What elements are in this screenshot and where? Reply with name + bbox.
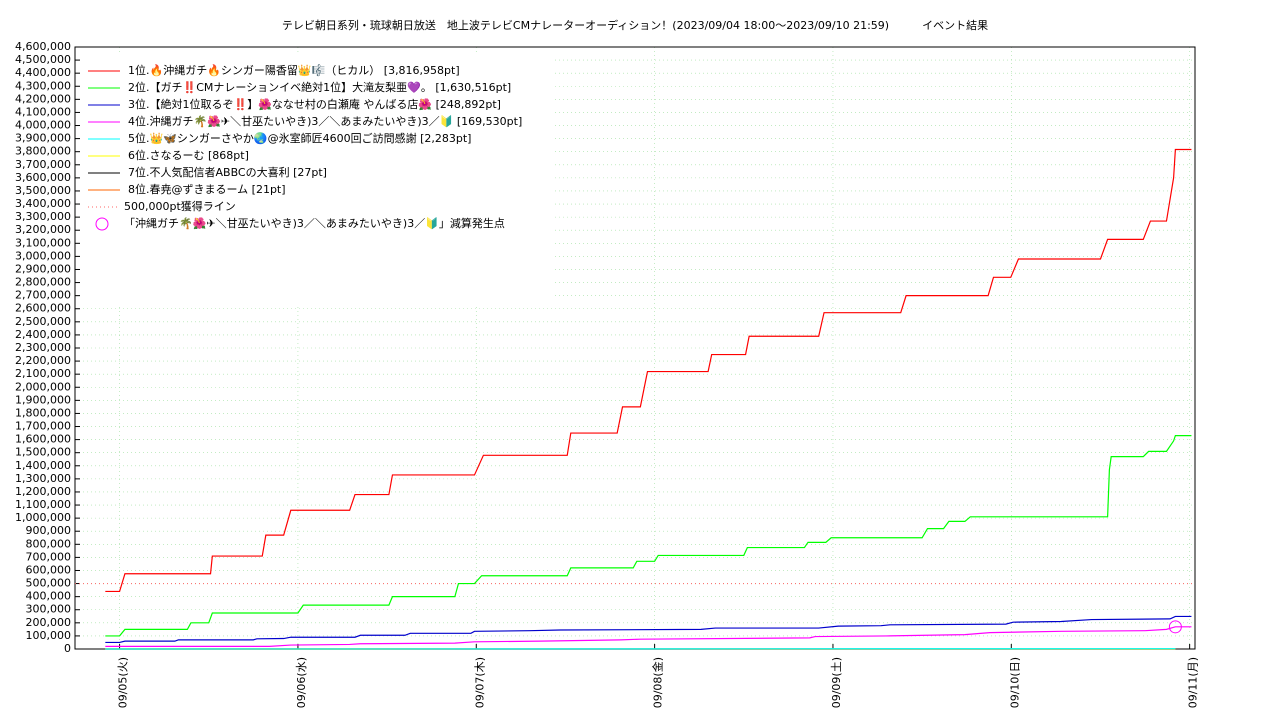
x-tick-label: 09/11(月)	[1187, 657, 1200, 708]
y-tick-label: 600,000	[26, 563, 72, 576]
y-tick-label: 3,200,000	[15, 223, 71, 236]
y-tick-label: 2,900,000	[15, 262, 71, 275]
x-tick-label: 09/05(火)	[117, 657, 130, 708]
y-tick-label: 4,200,000	[15, 92, 71, 105]
y-tick-label: 3,700,000	[15, 158, 71, 171]
y-tick-label: 4,000,000	[15, 119, 71, 132]
y-tick-label: 3,600,000	[15, 171, 71, 184]
y-tick-label: 4,400,000	[15, 66, 71, 79]
legend-label: 4位.沖縄ガチ🌴🌺✈＼甘巫たいやき)3／＼あまみたいやき)3／🔰 [169,53…	[128, 114, 522, 128]
legend-label: 500,000pt獲得ライン	[124, 200, 236, 213]
y-tick-label: 1,000,000	[15, 511, 71, 524]
y-tick-label: 3,000,000	[15, 249, 71, 262]
y-tick-label: 3,900,000	[15, 132, 71, 145]
y-tick-label: 1,500,000	[15, 446, 71, 459]
x-tick-label: 09/10(日)	[1008, 657, 1021, 708]
chart-title: テレビ朝日系列・琉球朝日放送 地上波テレビCMナレーターオーディション！(202…	[282, 18, 988, 32]
y-tick-label: 1,200,000	[15, 485, 71, 498]
legend-label: 6位.さなるーむ [868pt]	[128, 148, 249, 162]
legend-label: 5位.👑🦋シンガーさやか🌏@氷室師匠4600回ご訪問感謝 [2,283pt]	[128, 131, 471, 145]
y-tick-label: 700,000	[26, 550, 72, 563]
y-tick-label: 400,000	[26, 590, 72, 603]
y-tick-label: 3,100,000	[15, 236, 71, 249]
y-tick-label: 800,000	[26, 537, 72, 550]
y-tick-label: 3,400,000	[15, 197, 71, 210]
y-tick-label: 4,600,000	[15, 40, 71, 53]
y-tick-label: 4,300,000	[15, 79, 71, 92]
y-tick-label: 2,400,000	[15, 328, 71, 341]
x-tick-label: 09/06(水)	[295, 657, 308, 708]
y-tick-label: 3,800,000	[15, 145, 71, 158]
y-tick-label: 2,300,000	[15, 341, 71, 354]
y-tick-label: 2,100,000	[15, 367, 71, 380]
y-tick-label: 100,000	[26, 629, 72, 642]
legend-label: 2位.【ガチ‼️CMナレーションイベ絶対1位】大滝友梨亜💜。 [1,630,51…	[128, 80, 511, 94]
y-tick-label: 2,200,000	[15, 354, 71, 367]
y-tick-label: 2,800,000	[15, 276, 71, 289]
y-tick-label: 1,300,000	[15, 472, 71, 485]
y-tick-label: 200,000	[26, 616, 72, 629]
legend-label: 7位.不人気配信者ABBCの大喜利 [27pt]	[128, 165, 327, 179]
y-tick-label: 2,600,000	[15, 302, 71, 315]
y-tick-label: 1,100,000	[15, 498, 71, 511]
y-tick-label: 0	[64, 642, 71, 655]
x-tick-label: 09/07(木)	[473, 657, 486, 708]
x-tick-label: 09/08(金)	[651, 657, 665, 708]
y-tick-label: 1,400,000	[15, 459, 71, 472]
y-tick-label: 1,700,000	[15, 420, 71, 433]
series-line	[105, 436, 1191, 636]
y-tick-label: 1,600,000	[15, 433, 71, 446]
y-tick-label: 300,000	[26, 603, 72, 616]
legend-label: 「沖縄ガチ🌴🌺✈＼甘巫たいやき)3／＼あまみたいやき)3／🔰」減算発生点	[124, 216, 505, 230]
legend-label: 8位.春尭@ずきまるーム [21pt]	[128, 182, 286, 196]
y-tick-label: 2,000,000	[15, 380, 71, 393]
y-tick-label: 3,500,000	[15, 184, 71, 197]
y-tick-label: 500,000	[26, 577, 72, 590]
legend-label: 1位.🔥沖縄ガチ🔥シンガー陽香留👑🎼（ヒカル） [3,816,958pt]	[128, 63, 460, 77]
y-tick-label: 900,000	[26, 524, 72, 537]
legend-label: 3位.【絶対1位取るぞ‼️】🌺ななせ村の白瀬庵 やんばる店🌺 [248,892p…	[128, 97, 501, 111]
x-tick-label: 09/09(土)	[830, 657, 843, 708]
y-tick-label: 4,100,000	[15, 105, 71, 118]
y-tick-label: 2,700,000	[15, 289, 71, 302]
y-tick-label: 2,500,000	[15, 315, 71, 328]
y-tick-label: 3,300,000	[15, 210, 71, 223]
y-tick-label: 1,800,000	[15, 406, 71, 419]
y-tick-label: 1,900,000	[15, 393, 71, 406]
y-tick-label: 4,500,000	[15, 53, 71, 66]
